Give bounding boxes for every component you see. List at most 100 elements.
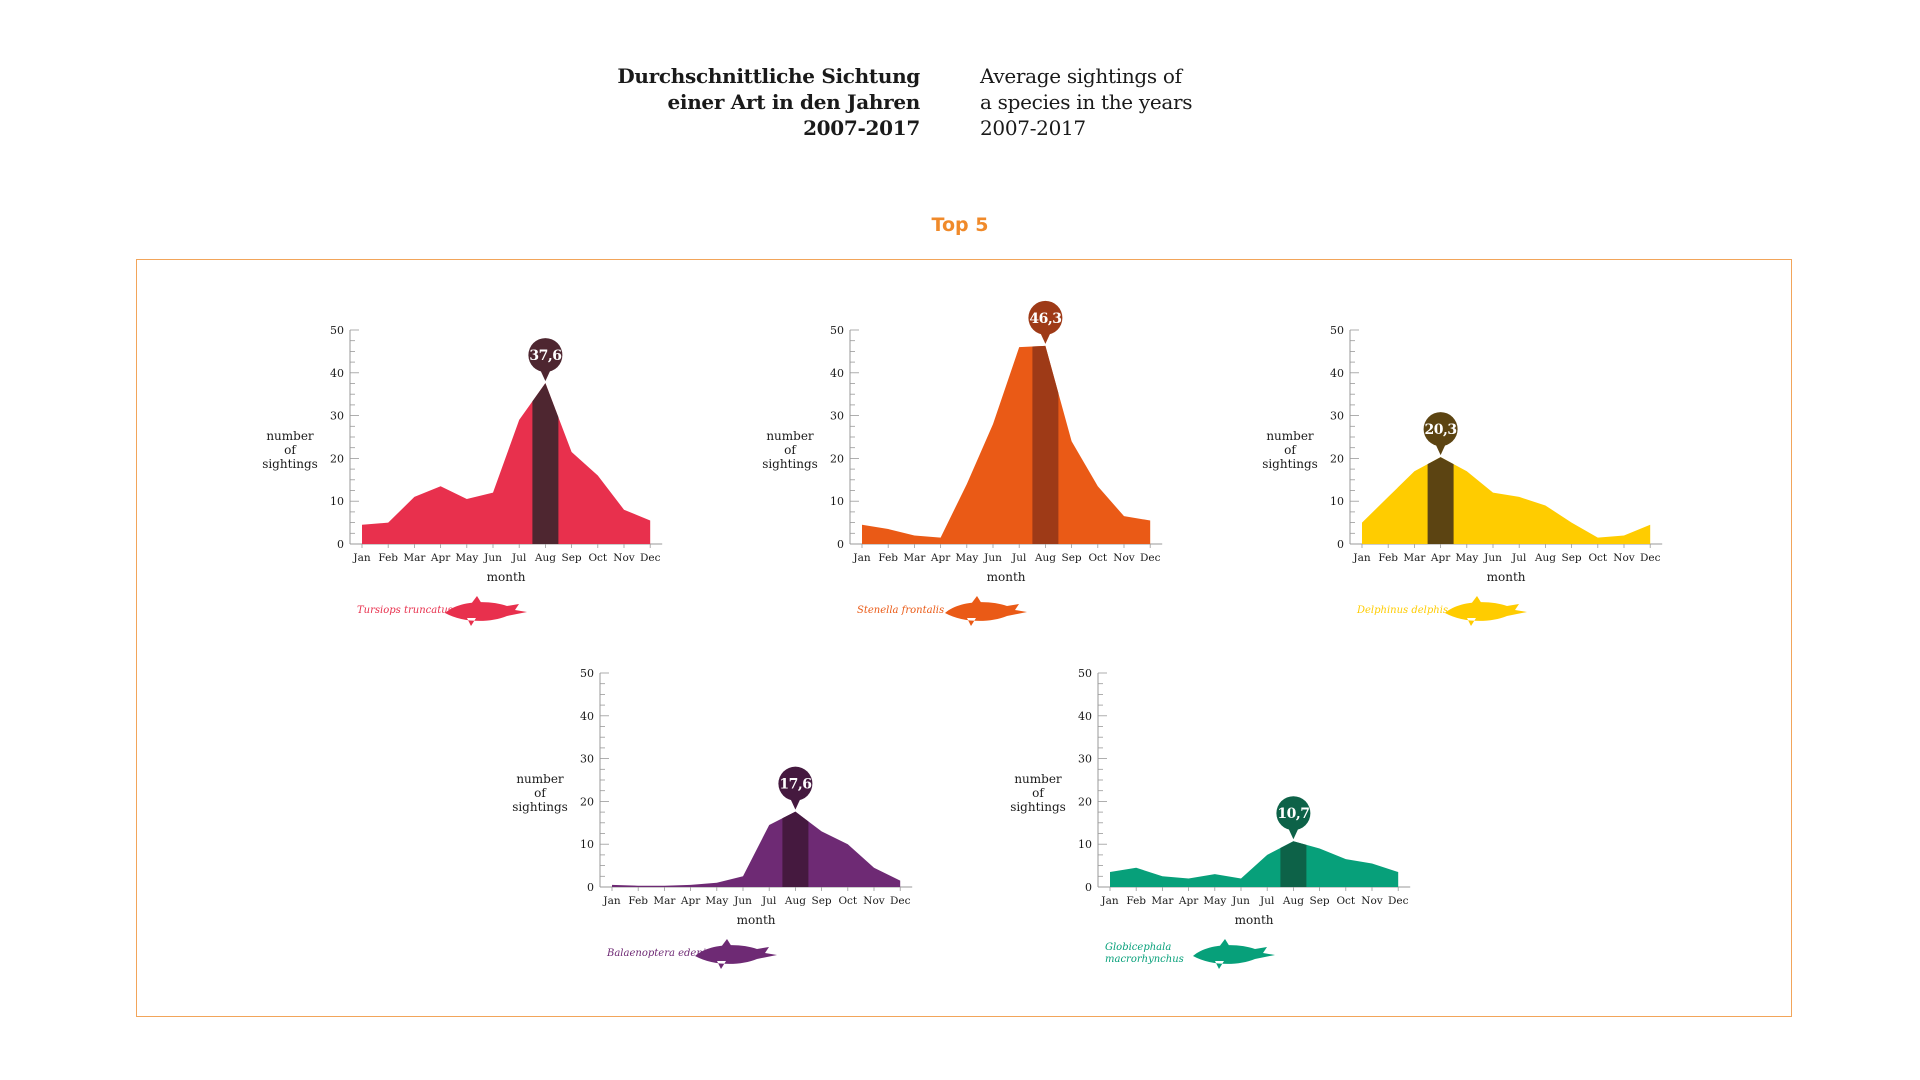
x-tick-label: Jan bbox=[352, 552, 370, 564]
callout-value: 10,7 bbox=[1277, 806, 1309, 822]
x-axis-title: month bbox=[1235, 913, 1274, 927]
species-name-line: macrorhynchus bbox=[1105, 954, 1184, 965]
species-silhouette-icon bbox=[1193, 939, 1275, 969]
species-name: Stenella frontalis bbox=[857, 605, 944, 616]
y-tick-label: 10 bbox=[1330, 495, 1344, 508]
y-tick-label: 0 bbox=[337, 538, 344, 551]
highlight-band bbox=[1280, 841, 1307, 887]
x-tick-label: Nov bbox=[1361, 895, 1383, 907]
y-tick-label: 50 bbox=[330, 324, 344, 337]
area-series bbox=[612, 811, 901, 887]
x-tick-label: May bbox=[705, 895, 728, 907]
y-tick-label: 20 bbox=[330, 452, 344, 465]
x-tick-label: Apr bbox=[1178, 895, 1199, 907]
species-name: Balaenoptera edeni bbox=[606, 948, 706, 959]
x-tick-label: Jul bbox=[761, 895, 777, 907]
y-axis-title: sightings bbox=[762, 457, 818, 471]
x-tick-label: Nov bbox=[1113, 552, 1135, 564]
x-tick-label: Aug bbox=[534, 552, 556, 564]
y-axis-title: number bbox=[1014, 772, 1062, 786]
x-tick-label: Nov bbox=[613, 552, 635, 564]
x-tick-label: Oct bbox=[1336, 895, 1355, 907]
area-series bbox=[1110, 841, 1399, 887]
x-tick-label: Sep bbox=[812, 895, 832, 907]
species-name-line: Globicephala bbox=[1105, 942, 1171, 953]
y-tick-label: 50 bbox=[1078, 667, 1092, 680]
callout-bubble bbox=[1276, 796, 1311, 831]
y-tick-label: 0 bbox=[837, 538, 844, 551]
x-tick-label: Dec bbox=[640, 552, 661, 564]
x-tick-label: Feb bbox=[878, 552, 898, 564]
x-tick-label: Dec bbox=[1640, 552, 1661, 564]
y-axis-title: number bbox=[516, 772, 564, 786]
callout-value: 46,3 bbox=[1029, 311, 1061, 327]
callout-bubble bbox=[1028, 300, 1063, 335]
y-axis-title: sightings bbox=[1262, 457, 1318, 471]
y-tick-label: 40 bbox=[580, 710, 594, 723]
y-tick-label: 20 bbox=[830, 452, 844, 465]
species-silhouette-icon bbox=[445, 596, 527, 626]
x-tick-label: Feb bbox=[1378, 552, 1398, 564]
x-tick-label: Sep bbox=[1062, 552, 1082, 564]
chart-delphinus-delphis: 0 10 20 30 40 50 20,3 Jan Feb Mar Apr May Jun Jul Aug S… bbox=[1262, 324, 1663, 626]
area-series bbox=[862, 345, 1151, 544]
x-tick-label: Mar bbox=[1151, 895, 1174, 907]
y-axis-title: number bbox=[266, 429, 314, 443]
y-tick-label: 50 bbox=[1330, 324, 1344, 337]
y-tick-label: 10 bbox=[830, 495, 844, 508]
y-tick-label: 30 bbox=[580, 753, 594, 766]
x-tick-label: May bbox=[1203, 895, 1226, 907]
x-tick-label: Nov bbox=[863, 895, 885, 907]
x-tick-label: Dec bbox=[890, 895, 911, 907]
x-tick-label: Dec bbox=[1388, 895, 1409, 907]
chart-globicephala-macrorhynchus: 0 10 20 30 40 50 10,7 Jan Feb Mar Apr May Jun Jul Aug S… bbox=[1010, 667, 1411, 969]
x-tick-label: Oct bbox=[1088, 552, 1107, 564]
x-tick-label: Mar bbox=[903, 552, 926, 564]
x-tick-label: Oct bbox=[838, 895, 857, 907]
x-tick-label: Jan bbox=[602, 895, 620, 907]
y-tick-label: 0 bbox=[587, 881, 594, 894]
y-tick-label: 40 bbox=[330, 367, 344, 380]
y-tick-label: 30 bbox=[1330, 410, 1344, 423]
x-tick-label: Jun bbox=[1231, 895, 1250, 907]
x-tick-label: Apr bbox=[930, 552, 951, 564]
callout-value: 20,3 bbox=[1425, 422, 1457, 438]
x-tick-label: Jun bbox=[483, 552, 502, 564]
species-silhouette-icon bbox=[945, 596, 1027, 626]
x-tick-label: Mar bbox=[1403, 552, 1426, 564]
x-tick-label: Aug bbox=[1282, 895, 1304, 907]
y-tick-label: 30 bbox=[1078, 753, 1092, 766]
y-tick-label: 0 bbox=[1337, 538, 1344, 551]
x-tick-label: May bbox=[455, 552, 478, 564]
section-title-top5: Top 5 bbox=[931, 214, 989, 236]
x-tick-label: Jul bbox=[511, 552, 527, 564]
x-axis-title: month bbox=[737, 913, 776, 927]
y-axis-title: sightings bbox=[1010, 800, 1066, 814]
x-tick-label: Jul bbox=[1259, 895, 1275, 907]
area-series bbox=[1362, 457, 1651, 544]
x-tick-label: Jul bbox=[1511, 552, 1527, 564]
callout-value: 17,6 bbox=[779, 777, 811, 793]
x-tick-label: Aug bbox=[1534, 552, 1556, 564]
x-tick-label: Mar bbox=[403, 552, 426, 564]
chart-balaenoptera-edeni: 0 10 20 30 40 50 17,6 Jan Feb Mar Apr May Jun Jul Aug S… bbox=[512, 667, 913, 969]
x-tick-label: Jul bbox=[1011, 552, 1027, 564]
charts-frame bbox=[136, 259, 1792, 1017]
y-axis-title: of bbox=[1032, 786, 1045, 800]
y-tick-label: 20 bbox=[1330, 452, 1344, 465]
x-tick-label: Apr bbox=[430, 552, 451, 564]
callout-bubble bbox=[1423, 412, 1458, 447]
x-tick-label: Jan bbox=[1100, 895, 1118, 907]
species-name: Tursiops truncatus bbox=[357, 605, 453, 616]
y-axis-title: number bbox=[1266, 429, 1314, 443]
highlight-band bbox=[782, 811, 809, 887]
y-tick-label: 30 bbox=[330, 410, 344, 423]
y-tick-label: 50 bbox=[830, 324, 844, 337]
chart-tursiops-truncatus: 0 10 20 30 40 50 37,6 Jan Feb Mar Apr May Jun Jul Aug S… bbox=[262, 324, 663, 626]
y-tick-label: 30 bbox=[830, 410, 844, 423]
species-name: Delphinus delphis bbox=[1356, 605, 1448, 616]
y-tick-label: 10 bbox=[1078, 838, 1092, 851]
x-axis-title: month bbox=[487, 570, 526, 584]
x-tick-label: Dec bbox=[1140, 552, 1161, 564]
x-tick-label: Oct bbox=[1588, 552, 1607, 564]
